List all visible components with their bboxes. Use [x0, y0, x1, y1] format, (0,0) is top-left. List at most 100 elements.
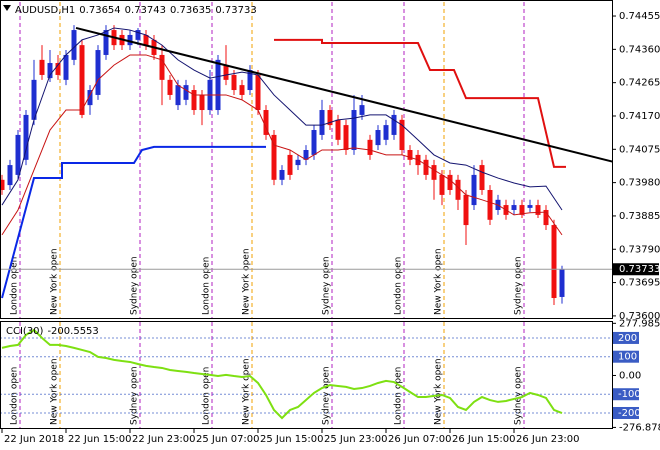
cci-title: CCI(30)	[6, 326, 44, 337]
session-label: New York open	[50, 248, 60, 315]
candle-body	[311, 130, 317, 155]
overlay-line	[1, 145, 266, 299]
session-label: London open	[202, 257, 212, 315]
candle-body	[239, 85, 245, 95]
y-tick-label: 0.74075	[619, 144, 660, 155]
cci-level-label: 200	[618, 333, 637, 344]
session-label: London open	[10, 367, 20, 425]
current-price-box	[613, 263, 659, 276]
x-tick-label: 26 Jun 23:00	[516, 434, 580, 445]
candle-body	[47, 63, 53, 79]
session-label: London open	[394, 257, 404, 315]
candle-body	[167, 79, 173, 95]
candle-body	[39, 59, 45, 75]
cci-level-box	[613, 388, 639, 401]
y-tick-label: 0.73600	[619, 311, 660, 322]
x-tick-label: 25 Jun 07:00	[196, 434, 260, 445]
candle-body	[407, 150, 413, 160]
session-label: Sydney open	[130, 256, 140, 315]
candle-body	[23, 114, 29, 160]
candle-body	[15, 134, 21, 175]
x-tick-label: 22 Jun 15:00	[68, 434, 132, 445]
x-tick-label: 26 Jun 07:00	[388, 434, 452, 445]
candle-body	[175, 85, 181, 106]
overlay-line	[274, 38, 566, 168]
candle-body	[103, 30, 109, 55]
candle-body	[423, 159, 429, 175]
candle-body	[247, 70, 253, 91]
candle-body	[87, 90, 93, 106]
candle-body	[31, 79, 37, 120]
y-tick-label: 0.74170	[619, 111, 660, 122]
candle-body	[7, 165, 13, 186]
last-low: 0.73635	[170, 5, 211, 16]
last-close: 0.73733	[215, 5, 256, 16]
session-label: New York open	[242, 248, 252, 315]
overlay-line	[1, 27, 563, 211]
candle-body	[511, 205, 517, 210]
cci-tick-label: 277.9858	[619, 318, 660, 329]
cci-line	[1, 328, 563, 420]
x-tick-label: 26 Jun 15:00	[452, 434, 516, 445]
cci-tick-label: 0.00	[619, 370, 641, 381]
cci-frame	[0, 321, 613, 429]
session-label: Sydney open	[322, 256, 332, 315]
candle-body	[55, 63, 61, 75]
cci-level-label: -200	[618, 408, 641, 419]
current-price-label: 0.73733	[619, 264, 660, 275]
session-label: London open	[394, 367, 404, 425]
candle-body	[263, 110, 269, 135]
x-tick-label: 25 Jun 15:00	[260, 434, 324, 445]
candle-body	[135, 30, 141, 40]
main-panel: London open New York open Sydney open Londo…	[0, 2, 612, 318]
candle-body	[383, 125, 389, 140]
axes: 0.74455 0.74360 0.74265 0.74170 0.74075 0.739…	[1, 11, 660, 445]
candle-body	[127, 34, 133, 46]
session-label: London open	[10, 257, 20, 315]
candle-body	[79, 45, 85, 115]
candle-body	[559, 269, 565, 297]
overlay-line	[75, 26, 612, 163]
last-open: 0.73654	[79, 5, 120, 16]
candle-body	[399, 119, 405, 151]
symbol: AUDUSD,H1	[15, 5, 75, 16]
cci-tick-label: -276.8784	[619, 422, 660, 433]
candle-body	[543, 209, 549, 226]
candle-body	[327, 110, 333, 126]
y-tick-label: 0.73790	[619, 244, 660, 255]
chart-header: AUDUSD,H1 0.73654 0.73743 0.73635 0.73733	[15, 5, 257, 16]
candle-body	[215, 59, 221, 111]
main-frame	[0, 0, 613, 319]
y-tick-label: 0.73980	[619, 178, 660, 189]
cci-level-label: 100	[618, 352, 637, 363]
candle-body	[271, 134, 277, 180]
y-tick-label: 0.74360	[619, 44, 660, 55]
candle-body	[287, 154, 293, 175]
candle-body	[319, 110, 325, 135]
y-tick-label: 0.74455	[619, 11, 660, 22]
session-label: New York open	[50, 358, 60, 425]
candle-body	[279, 169, 285, 180]
candle-body	[255, 74, 261, 111]
candle-body	[223, 65, 229, 80]
session-label: Sydney open	[514, 256, 524, 315]
y-tick-label: 0.74265	[619, 78, 660, 89]
candle-body	[191, 90, 197, 111]
candle-body	[375, 130, 381, 146]
cci-level-label: -100	[618, 389, 641, 400]
session-label: London open	[202, 367, 212, 425]
candle-body	[71, 30, 77, 60]
candle-body	[63, 54, 69, 80]
x-tick-label: 25 Jun 23:00	[324, 434, 388, 445]
candle-body	[447, 174, 453, 190]
collapse-icon	[3, 5, 11, 11]
candle-body	[0, 179, 5, 190]
candle-body	[551, 225, 557, 299]
candle-body	[527, 205, 533, 208]
overlay-line	[1, 54, 563, 236]
candle-body	[183, 85, 189, 100]
cci-level-box	[613, 406, 639, 419]
